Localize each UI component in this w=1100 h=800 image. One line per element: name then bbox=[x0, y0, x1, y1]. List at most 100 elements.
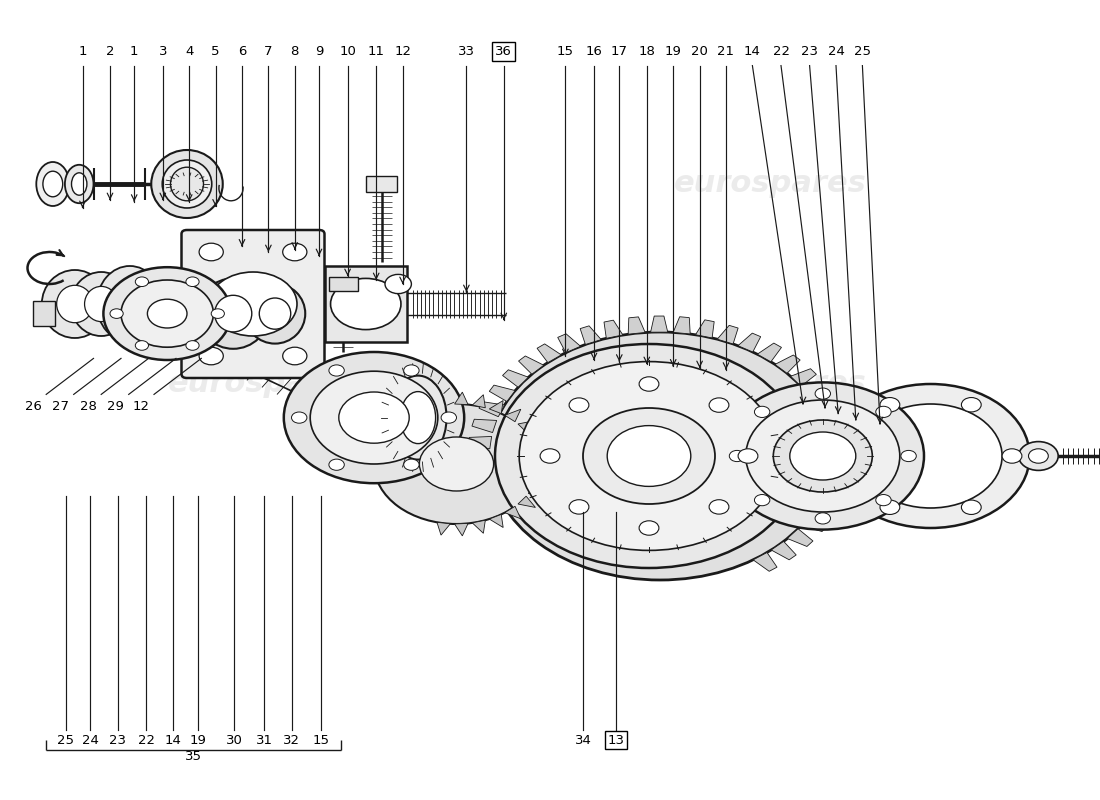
Ellipse shape bbox=[389, 376, 447, 459]
Circle shape bbox=[330, 278, 400, 330]
Circle shape bbox=[199, 243, 223, 261]
Circle shape bbox=[310, 371, 438, 464]
Polygon shape bbox=[673, 317, 690, 334]
Text: 28: 28 bbox=[79, 400, 97, 413]
Ellipse shape bbox=[163, 160, 211, 208]
Circle shape bbox=[121, 280, 213, 347]
Circle shape bbox=[135, 341, 149, 350]
Text: 2: 2 bbox=[106, 45, 114, 58]
Polygon shape bbox=[528, 434, 547, 443]
Circle shape bbox=[815, 513, 830, 524]
Circle shape bbox=[419, 437, 494, 491]
Polygon shape bbox=[828, 435, 851, 448]
Polygon shape bbox=[757, 343, 781, 362]
Polygon shape bbox=[815, 401, 840, 415]
Circle shape bbox=[839, 449, 859, 463]
Ellipse shape bbox=[57, 286, 94, 322]
Polygon shape bbox=[830, 451, 852, 464]
Text: 1: 1 bbox=[130, 45, 139, 58]
Polygon shape bbox=[472, 394, 485, 408]
Circle shape bbox=[519, 362, 779, 550]
Circle shape bbox=[876, 494, 891, 506]
Text: 22: 22 bbox=[138, 734, 155, 746]
Text: 27: 27 bbox=[52, 400, 69, 413]
Ellipse shape bbox=[42, 270, 108, 338]
Bar bbox=[324, 266, 407, 342]
Polygon shape bbox=[536, 472, 553, 482]
Polygon shape bbox=[604, 320, 623, 338]
Circle shape bbox=[1002, 449, 1022, 463]
Polygon shape bbox=[717, 326, 738, 344]
Polygon shape bbox=[505, 410, 520, 422]
Polygon shape bbox=[537, 344, 561, 362]
Ellipse shape bbox=[70, 272, 132, 336]
Text: 32: 32 bbox=[283, 734, 300, 746]
Text: 14: 14 bbox=[744, 45, 761, 58]
Circle shape bbox=[292, 412, 307, 423]
Circle shape bbox=[583, 408, 715, 504]
Ellipse shape bbox=[43, 171, 63, 197]
Circle shape bbox=[876, 406, 891, 418]
Text: 7: 7 bbox=[264, 45, 273, 58]
Circle shape bbox=[901, 450, 916, 462]
Circle shape bbox=[961, 398, 981, 412]
Circle shape bbox=[385, 274, 411, 294]
Text: 23: 23 bbox=[801, 45, 818, 58]
Text: 21: 21 bbox=[717, 45, 735, 58]
Polygon shape bbox=[791, 369, 816, 386]
Circle shape bbox=[404, 365, 419, 376]
Ellipse shape bbox=[111, 283, 147, 325]
Text: 18: 18 bbox=[638, 45, 656, 58]
Circle shape bbox=[710, 500, 729, 514]
Text: 24: 24 bbox=[81, 734, 99, 746]
Circle shape bbox=[755, 406, 770, 418]
Text: 15: 15 bbox=[312, 734, 330, 746]
Circle shape bbox=[284, 352, 464, 483]
Circle shape bbox=[880, 398, 900, 412]
Circle shape bbox=[329, 459, 344, 470]
Circle shape bbox=[283, 243, 307, 261]
Polygon shape bbox=[771, 542, 796, 560]
Text: 6: 6 bbox=[238, 45, 246, 58]
Polygon shape bbox=[580, 326, 602, 345]
Circle shape bbox=[495, 344, 803, 568]
Text: 25: 25 bbox=[854, 45, 871, 58]
Text: 23: 23 bbox=[109, 734, 126, 746]
Text: 26: 26 bbox=[24, 400, 42, 413]
Circle shape bbox=[211, 309, 224, 318]
Circle shape bbox=[738, 449, 758, 463]
Circle shape bbox=[832, 384, 1030, 528]
Circle shape bbox=[880, 500, 900, 514]
Circle shape bbox=[746, 400, 900, 512]
Circle shape bbox=[607, 426, 691, 486]
Text: 4: 4 bbox=[185, 45, 194, 58]
Circle shape bbox=[815, 388, 830, 399]
Ellipse shape bbox=[65, 165, 94, 203]
Text: 12: 12 bbox=[132, 400, 150, 413]
Circle shape bbox=[283, 347, 307, 365]
Polygon shape bbox=[518, 356, 543, 374]
Circle shape bbox=[209, 272, 297, 336]
Polygon shape bbox=[650, 316, 668, 332]
Ellipse shape bbox=[72, 173, 87, 195]
Text: 19: 19 bbox=[189, 734, 207, 746]
Polygon shape bbox=[827, 468, 851, 480]
Text: 13: 13 bbox=[607, 734, 625, 746]
Polygon shape bbox=[454, 523, 469, 536]
Text: 5: 5 bbox=[211, 45, 220, 58]
Circle shape bbox=[1019, 442, 1058, 470]
Polygon shape bbox=[628, 317, 646, 334]
Polygon shape bbox=[454, 392, 469, 405]
Text: 31: 31 bbox=[255, 734, 273, 746]
Text: 3: 3 bbox=[158, 45, 167, 58]
FancyBboxPatch shape bbox=[182, 230, 324, 378]
Ellipse shape bbox=[400, 391, 436, 443]
Text: 8: 8 bbox=[290, 45, 299, 58]
Polygon shape bbox=[804, 384, 829, 400]
Text: eurospares: eurospares bbox=[673, 370, 867, 398]
Circle shape bbox=[186, 277, 199, 286]
Polygon shape bbox=[490, 514, 503, 527]
Polygon shape bbox=[503, 370, 528, 387]
Polygon shape bbox=[518, 496, 536, 507]
Circle shape bbox=[135, 277, 149, 286]
